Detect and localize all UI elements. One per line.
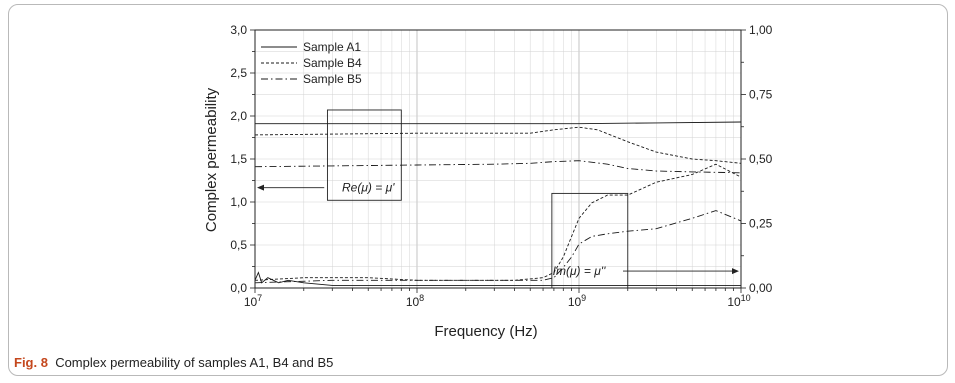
figure-frame [8, 4, 948, 376]
annotation-label: Re(μ) = μ' [342, 181, 395, 195]
x-tick-label: 108 [406, 293, 424, 309]
annotation-arrowhead [257, 184, 264, 191]
y-tick-label: 1,0 [230, 195, 247, 209]
caption-text: Complex permeability of samples A1, B4 a… [55, 355, 334, 370]
x-tick-label: 109 [568, 293, 586, 309]
y2-tick-label: 1,00 [749, 23, 773, 37]
x-axis-label: Frequency (Hz) [434, 323, 537, 340]
y-tick-label: 3,0 [230, 23, 247, 37]
annotation-arrowhead [732, 268, 739, 275]
y-tick-label: 0,5 [230, 238, 247, 252]
figure-caption: Fig. 8 Complex permeability of samples A… [14, 355, 333, 370]
axes: 107 108 109 1010 0,0 0,5 1,0 1,5 2,0 2,5 3,0 0,00 0,… [230, 23, 772, 309]
annotation-box [326, 109, 402, 201]
legend-label: Sample B5 [303, 72, 362, 86]
series-lines [254, 121, 742, 286]
y-tick-label: 1,5 [230, 152, 247, 166]
y2-tick-label: 0,25 [749, 217, 773, 231]
series-line [254, 126, 742, 164]
y-axis-label: Complex permeability [203, 87, 220, 232]
legend: Sample A1 Sample B4 Sample B5 [261, 40, 362, 86]
series-line [254, 163, 742, 281]
caption-label: Fig. 8 [14, 355, 48, 370]
annotation-boxes: Re(μ) = μ' Im(μ) = μ'' [257, 109, 739, 289]
x-tick-label: 107 [244, 293, 262, 309]
series-line [255, 121, 742, 125]
y-tick-label: 2,0 [230, 109, 247, 123]
series-line [254, 210, 742, 284]
series-line [254, 271, 741, 286]
y2-tick-label: 0,50 [749, 152, 773, 166]
legend-label: Sample A1 [303, 40, 361, 54]
y-tick-label: 2,5 [230, 66, 247, 80]
annotation-label: Im(μ) = μ'' [553, 264, 606, 278]
series-line [254, 160, 742, 174]
y2-tick-label: 0,75 [749, 88, 773, 102]
y2-tick-label: 0,00 [749, 281, 773, 295]
y-tick-label: 0,0 [230, 281, 247, 295]
legend-label: Sample B4 [303, 56, 362, 70]
x-tick-label: 1010 [727, 293, 750, 309]
